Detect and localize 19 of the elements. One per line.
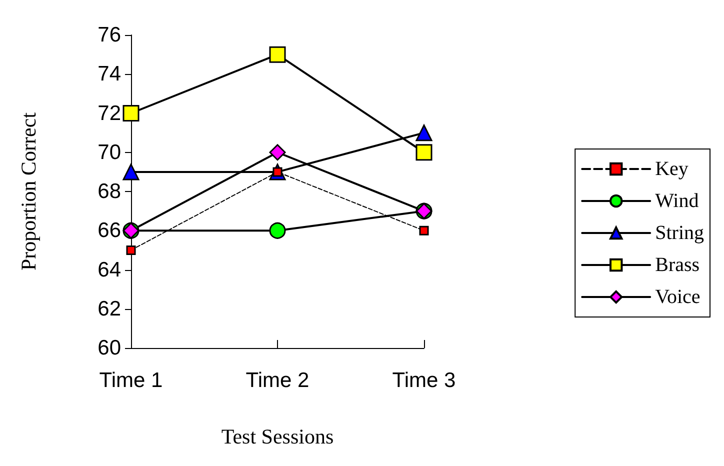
y-tick-label: 76 [98,24,121,46]
x-tick-label: Time 1 [99,369,163,392]
y-tick-label: 68 [98,180,121,203]
legend-label: String [655,222,704,244]
y-tick-label: 66 [98,219,121,242]
legend-label: Voice [655,286,700,308]
legend-label: Key [655,158,688,180]
y-tick-label: 62 [98,297,121,320]
y-tick-label: 60 [98,336,121,360]
x-axis-title: Test Sessions [221,424,334,448]
x-tick-label: Time 3 [392,369,456,392]
y-tick-label: 64 [98,258,122,282]
legend-label: Wind [655,190,699,212]
y-tick-label: 70 [98,140,121,164]
legend-label: Brass [655,254,700,276]
y-tick-label: 74 [98,62,122,86]
y-tick-label: 72 [98,102,121,125]
x-tick-label: Time 2 [246,369,310,392]
y-axis-title: Proportion Correct [16,112,40,271]
